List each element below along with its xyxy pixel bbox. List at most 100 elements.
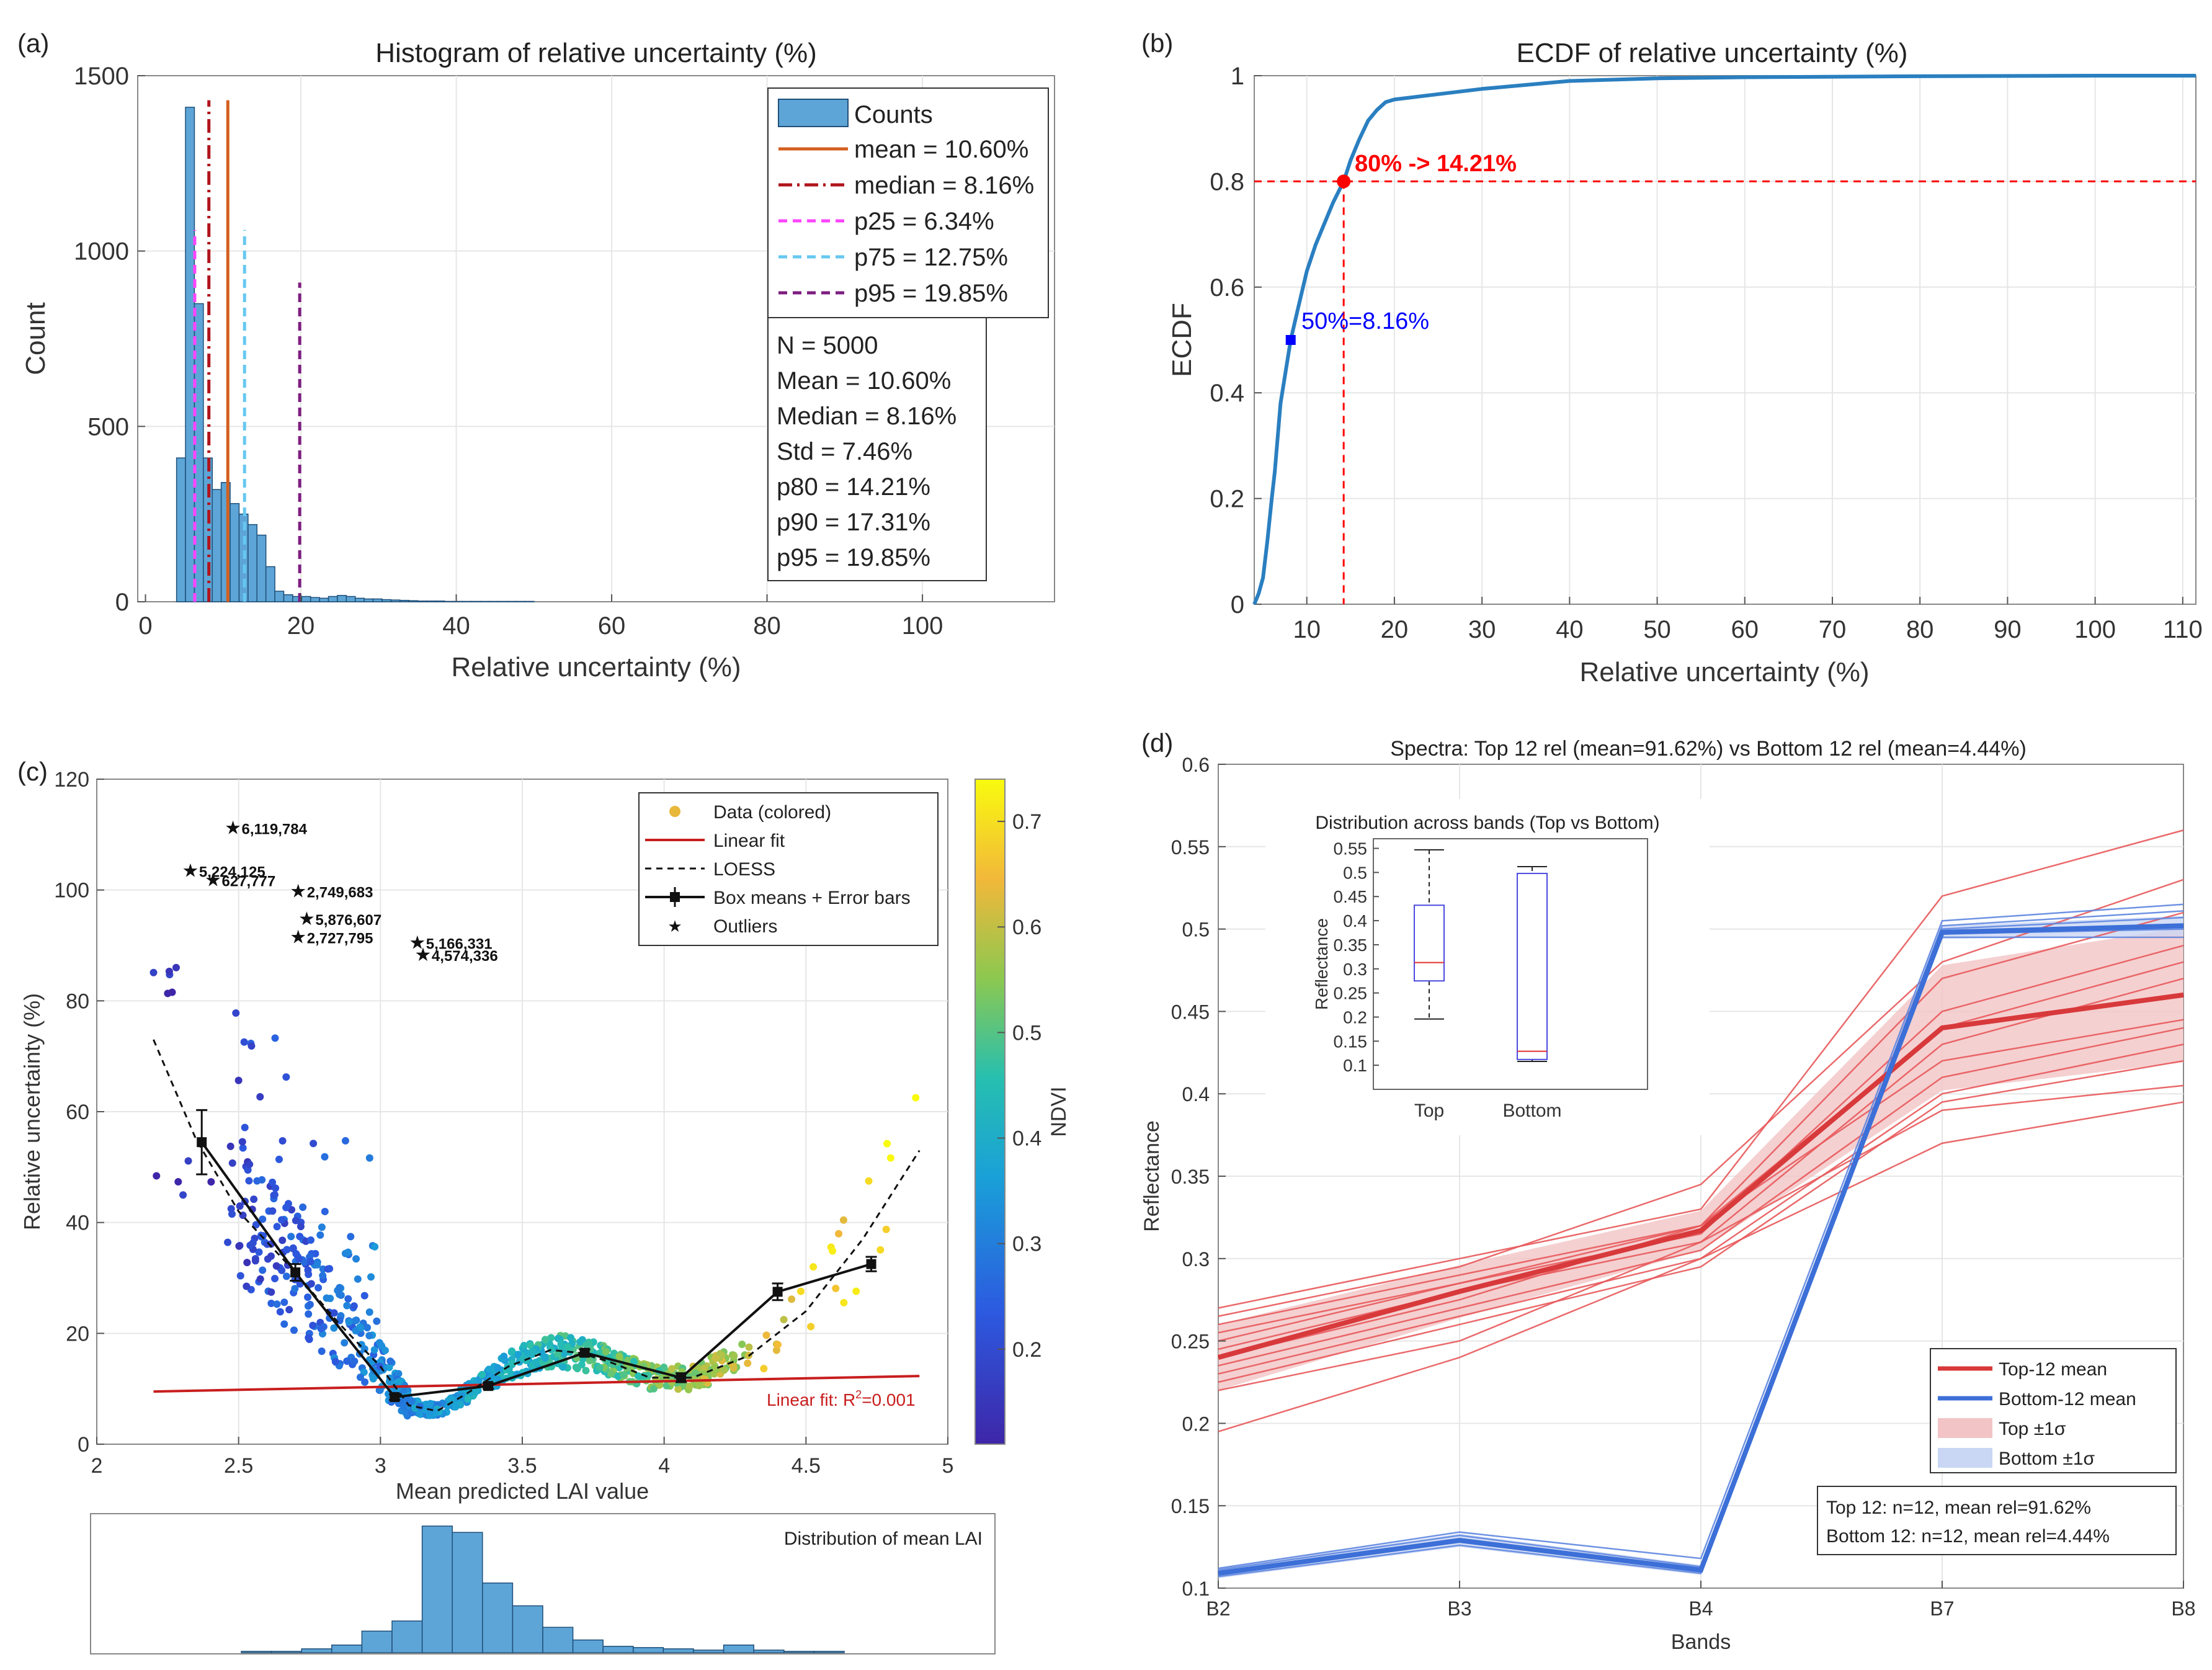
legend-swatch	[669, 806, 680, 817]
data-point	[720, 1366, 728, 1374]
outlier-label: 5,224,125	[199, 864, 265, 880]
data-point	[377, 1342, 385, 1350]
data-point	[344, 1248, 352, 1256]
data-point	[883, 1140, 891, 1148]
legend-swatch	[670, 892, 680, 902]
stats-line: p90 = 17.31%	[777, 509, 930, 536]
panel-a-xlabel: Relative uncertainty (%)	[451, 652, 741, 682]
legend-label: median = 8.16%	[854, 172, 1034, 199]
x-tick-label: B8	[2171, 1597, 2195, 1620]
panel-a-yticks: 0 500 1000 1500	[74, 63, 145, 616]
data-point	[319, 1272, 327, 1280]
y-tick-label: 0.5	[1182, 919, 1210, 941]
histogram-bar	[524, 601, 535, 602]
data-point	[179, 1191, 187, 1199]
top-spectrum-line	[1218, 944, 2184, 1334]
data-point	[251, 1257, 259, 1265]
histogram-bar	[462, 601, 472, 602]
colorbar-tick-label: 0.2	[1012, 1338, 1041, 1362]
colorbar-tick-label: 0.4	[1012, 1127, 1041, 1151]
data-point	[304, 1293, 312, 1301]
data-point	[607, 1370, 615, 1378]
data-point	[547, 1346, 555, 1354]
data-point	[464, 1395, 472, 1403]
outlier-label: 4,574,336	[432, 948, 498, 965]
lai-histogram-bar	[391, 1620, 423, 1653]
panel-d-box-inset: Distribution across bands (Top vs Bottom…	[1265, 799, 1710, 1135]
x-tick-label: 20	[287, 612, 315, 640]
data-point	[347, 1233, 355, 1241]
data-point	[314, 1284, 323, 1292]
data-point	[174, 1178, 182, 1186]
data-point	[912, 1094, 920, 1102]
x-tick-label: 30	[1468, 616, 1496, 643]
y-tick-label: 0.45	[1171, 1001, 1210, 1023]
stats-line: Mean = 10.60%	[777, 367, 951, 395]
outlier-star: ★	[298, 909, 315, 929]
histogram-bar	[212, 489, 222, 602]
panel-b-yticks: 0 0.2 0.4 0.6 0.8 1	[1210, 63, 1262, 618]
outlier-star: ★	[409, 933, 426, 953]
histogram-bar	[319, 597, 329, 602]
x-tick-label: 5	[942, 1454, 954, 1478]
data-point	[224, 1238, 232, 1246]
colorbar-tick-label: 0.7	[1012, 810, 1041, 834]
histogram-bar	[515, 601, 526, 602]
data-point	[290, 1326, 298, 1334]
box-mean-marker	[676, 1372, 687, 1383]
y-tick-label: 0.55	[1171, 836, 1210, 859]
x-tick-label: 0	[138, 612, 152, 640]
bottom-mean-line	[1218, 923, 2184, 1576]
x-tick-label: 2	[91, 1454, 103, 1478]
y-tick-label: 40	[66, 1212, 89, 1235]
histogram-bar	[301, 596, 311, 602]
data-point	[559, 1363, 567, 1371]
data-point	[508, 1347, 516, 1355]
data-point	[554, 1350, 562, 1358]
lai-histogram-bar	[542, 1627, 574, 1653]
data-point	[365, 1331, 373, 1339]
outlier-star: ★	[205, 870, 221, 891]
panel-d-lines	[1217, 829, 2184, 1578]
loess-line	[153, 1039, 921, 1412]
y-tick-label: 0.3	[1182, 1248, 1210, 1270]
panel-b-xlabel: Relative uncertainty (%)	[1579, 657, 1869, 687]
data-point	[238, 1138, 246, 1146]
histogram-bar	[337, 595, 347, 602]
top-spectrum-line	[1218, 829, 2184, 1309]
panel-a-vlines	[193, 100, 301, 602]
data-point	[273, 1300, 281, 1308]
y-tick-label: 0.15	[1171, 1495, 1210, 1517]
data-point	[317, 1324, 325, 1333]
panel-c-xlabel: Mean predicted LAI value	[396, 1478, 649, 1504]
legend-label: p75 = 12.75%	[854, 244, 1008, 271]
data-point	[239, 1144, 247, 1152]
data-point	[207, 1178, 215, 1186]
x-tick-label: 60	[1731, 616, 1759, 643]
data-point	[330, 1309, 338, 1317]
stats-line: p95 = 19.85%	[777, 544, 930, 571]
data-point	[226, 1142, 234, 1150]
data-point	[318, 1223, 326, 1231]
panel-d: (d) Spectra: Top 12 rel (mean=91.62%) vs…	[1140, 728, 2196, 1654]
data-point	[360, 1292, 368, 1300]
lai-histogram-bar	[633, 1647, 664, 1653]
data-point	[772, 1346, 780, 1354]
histogram-bar	[497, 601, 508, 602]
y-tick-label: 20	[66, 1322, 89, 1346]
box-mean-marker	[579, 1347, 590, 1358]
data-point	[367, 1273, 375, 1281]
histogram-bar	[328, 596, 338, 602]
panel-d-xlabel: Bands	[1671, 1630, 1731, 1654]
data-point	[809, 1263, 818, 1271]
box-mean-marker	[483, 1381, 494, 1391]
data-point	[252, 1221, 260, 1229]
data-point	[541, 1354, 549, 1362]
panel-a-legend: Counts mean = 10.60% median = 8.16% p25 = …	[767, 87, 1049, 318]
data-point	[695, 1382, 703, 1390]
data-point	[272, 1184, 280, 1192]
data-point	[280, 1320, 288, 1328]
data-point	[309, 1321, 317, 1329]
top-mean-line	[1217, 992, 2184, 1360]
data-point	[282, 1203, 290, 1212]
